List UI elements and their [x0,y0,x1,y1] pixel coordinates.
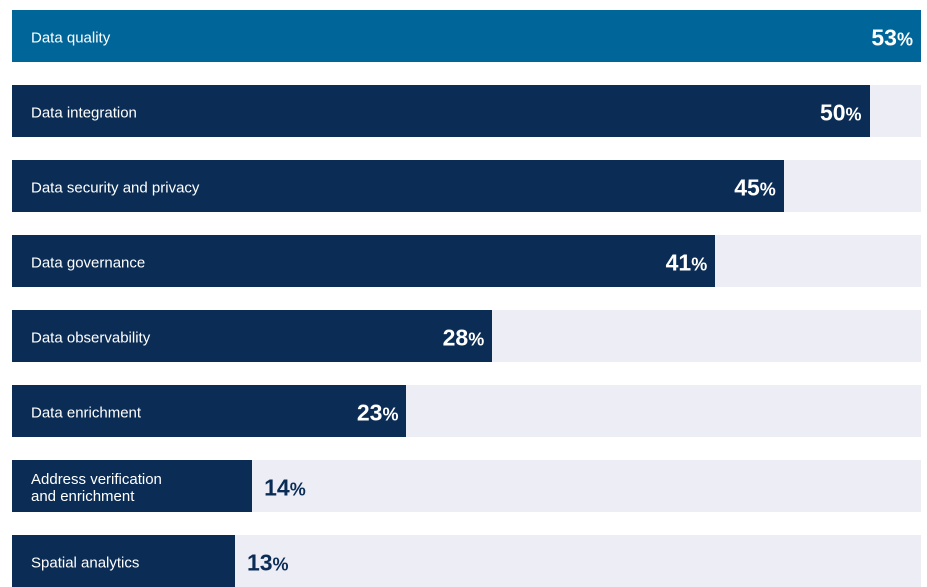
bar [12,535,235,587]
bar [12,85,870,137]
category-label: Data security and privacy [31,179,200,197]
value-label: 53% [871,24,913,51]
category-label: Data enrichment [31,404,142,422]
value-label: 28% [442,324,485,351]
category-label: Data governance [31,254,146,272]
bar [12,460,253,512]
bar [12,160,784,212]
value-label: 45% [734,174,776,201]
category-label: Data quality [31,29,111,47]
category-label: Data observability [31,329,151,347]
bar [12,310,493,362]
category-label: Spatial analytics [31,554,140,572]
category-label: Address verification and enrichment [31,471,162,505]
value-label: 50% [819,99,862,126]
bar [12,235,716,287]
value-label: 41% [665,249,708,276]
value-label: 13% [246,549,289,576]
category-label: Data integration [31,104,137,122]
value-label: 23% [356,399,399,426]
value-label: 14% [264,474,306,501]
bar [12,385,407,437]
bar [12,10,921,62]
